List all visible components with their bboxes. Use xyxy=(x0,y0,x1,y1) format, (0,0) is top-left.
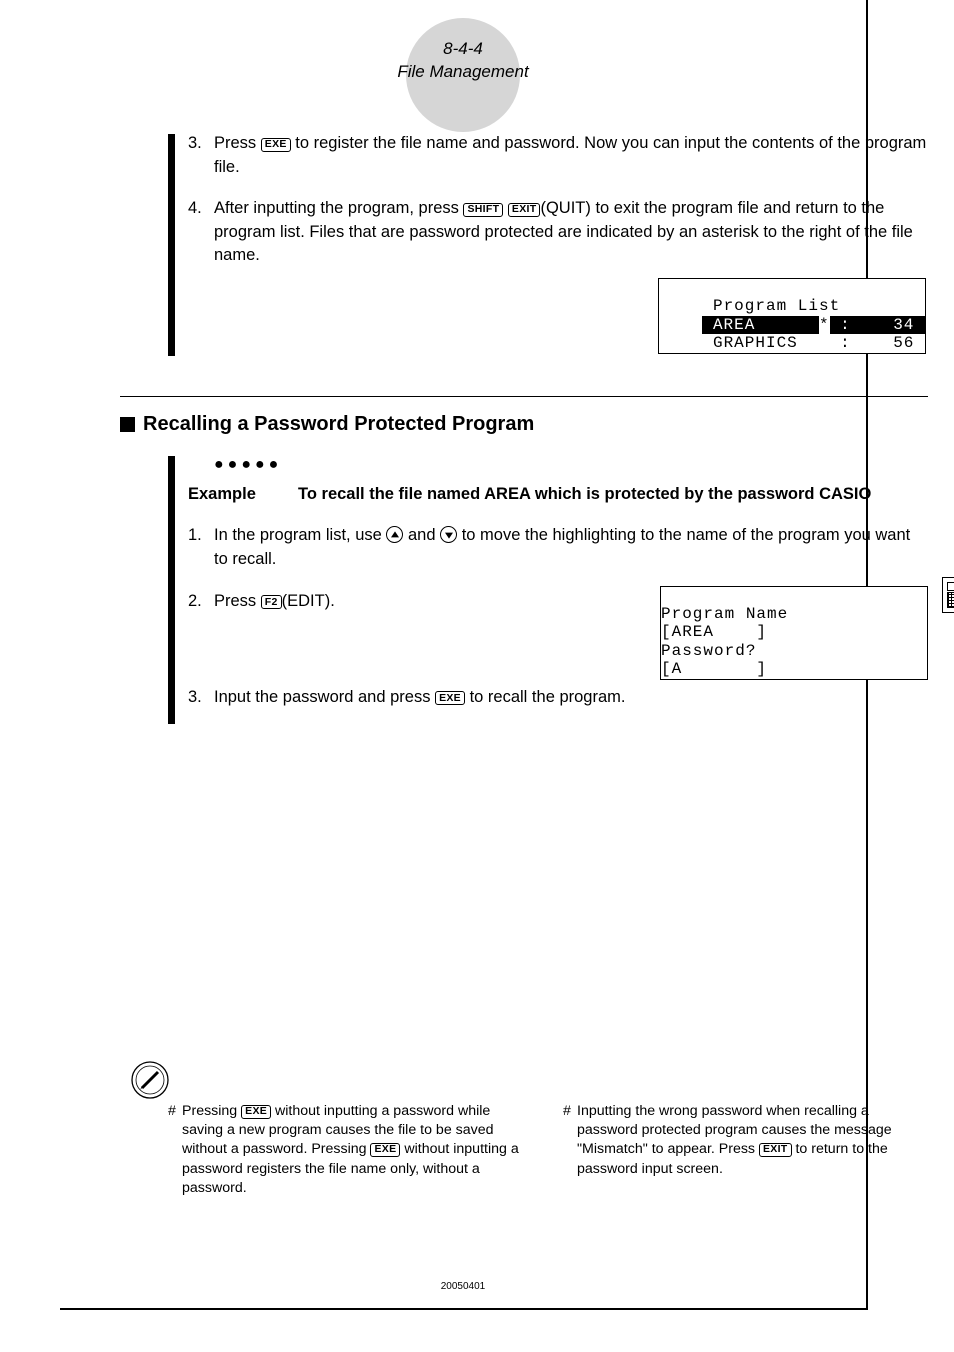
cursor-down-key-icon xyxy=(440,526,457,543)
step-number: 1. xyxy=(188,524,214,571)
top-steps-block: 3. Press EXE to register the file name a… xyxy=(168,132,928,354)
example-label: Example xyxy=(188,483,298,507)
footnote-body: Pressing EXE without inputting a passwor… xyxy=(182,1102,533,1198)
section-heading: Recalling a Password Protected Program xyxy=(120,413,928,436)
page-ref: 8-4-4 xyxy=(443,39,483,58)
bottom-block: ●●●●● Example To recall the file named A… xyxy=(168,454,928,722)
hash-icon: # xyxy=(168,1102,182,1198)
step-b2: 2. Press F2(EDIT). xyxy=(188,590,660,614)
exe-key-icon: EXE xyxy=(435,691,465,705)
vertical-bar xyxy=(168,456,175,724)
lcd-wrap-1: Program List AREA * : 34 GRAPHICS : 56 xyxy=(188,278,928,354)
exe-key-icon: EXE xyxy=(241,1105,271,1119)
step-number: 4. xyxy=(188,197,214,268)
exit-key-icon: EXIT xyxy=(508,203,541,217)
footnote-left: # Pressing EXE without inputting a passw… xyxy=(168,1102,533,1198)
lcd-line: Program Name xyxy=(661,605,927,623)
step-number: 3. xyxy=(188,132,214,179)
step-number: 2. xyxy=(188,590,214,614)
step-b1: 1. In the program list, use and to move … xyxy=(188,524,928,571)
lcd-line: GRAPHICS : 56 xyxy=(659,334,925,352)
pencil-note-icon xyxy=(130,1060,170,1100)
step-body: Press F2(EDIT). xyxy=(214,590,660,614)
lcd-line: Password? xyxy=(661,642,927,660)
hash-icon: # xyxy=(563,1102,577,1198)
document-date: 20050401 xyxy=(60,1281,866,1292)
step-3: 3. Press EXE to register the file name a… xyxy=(188,132,928,179)
content-area: 3. Press EXE to register the file name a… xyxy=(168,132,928,722)
lcd-line: [AREA ] xyxy=(661,623,927,641)
step-body: After inputting the program, press SHIFT… xyxy=(214,197,928,268)
step-body: Input the password and press EXE to reca… xyxy=(214,686,928,710)
section-heading-text: Recalling a Password Protected Program xyxy=(143,413,534,436)
step-number: 3. xyxy=(188,686,214,710)
lcd-line: [A ] xyxy=(661,660,927,678)
step-body: Press EXE to register the file name and … xyxy=(214,132,928,179)
square-bullet-icon xyxy=(120,417,135,432)
example-text: To recall the file named AREA which is p… xyxy=(298,483,928,507)
lcd-screen-password: Program Name [AREA ] Password? [A ] xyxy=(660,586,928,680)
lcd-line: AREA * : 34 xyxy=(659,316,925,334)
f2-key-icon: F2 xyxy=(261,595,282,609)
section-divider xyxy=(120,396,928,397)
step-b2-row: 2. Press F2(EDIT). Program Name [AREA ] … xyxy=(188,590,928,680)
footnote-right: # Inputting the wrong password when reca… xyxy=(563,1102,928,1198)
page-title: File Management xyxy=(397,62,528,81)
lcd-screen-program-list: Program List AREA * : 34 GRAPHICS : 56 xyxy=(658,278,926,354)
footnote-body: Inputting the wrong password when recall… xyxy=(577,1102,928,1198)
exe-key-icon: EXE xyxy=(370,1143,400,1157)
cursor-up-key-icon xyxy=(386,526,403,543)
step-body: In the program list, use and to move the… xyxy=(214,524,928,571)
exe-key-icon: EXE xyxy=(261,138,291,152)
step-4: 4. After inputting the program, press SH… xyxy=(188,197,928,268)
footnotes: # Pressing EXE without inputting a passw… xyxy=(168,1102,928,1198)
example-dots: ●●●●● xyxy=(214,454,928,477)
calculator-icon xyxy=(942,577,954,613)
page-frame: 8-4-4 File Management 3. Press EXE to re… xyxy=(60,0,868,1310)
lcd-line: Program List xyxy=(659,297,925,315)
vertical-bar xyxy=(168,134,175,356)
example-row: Example To recall the file named AREA wh… xyxy=(188,483,928,507)
page-header: 8-4-4 File Management xyxy=(60,38,866,84)
exit-key-icon: EXIT xyxy=(759,1143,792,1157)
shift-key-icon: SHIFT xyxy=(463,203,503,217)
step-b3: 3. Input the password and press EXE to r… xyxy=(188,686,928,710)
